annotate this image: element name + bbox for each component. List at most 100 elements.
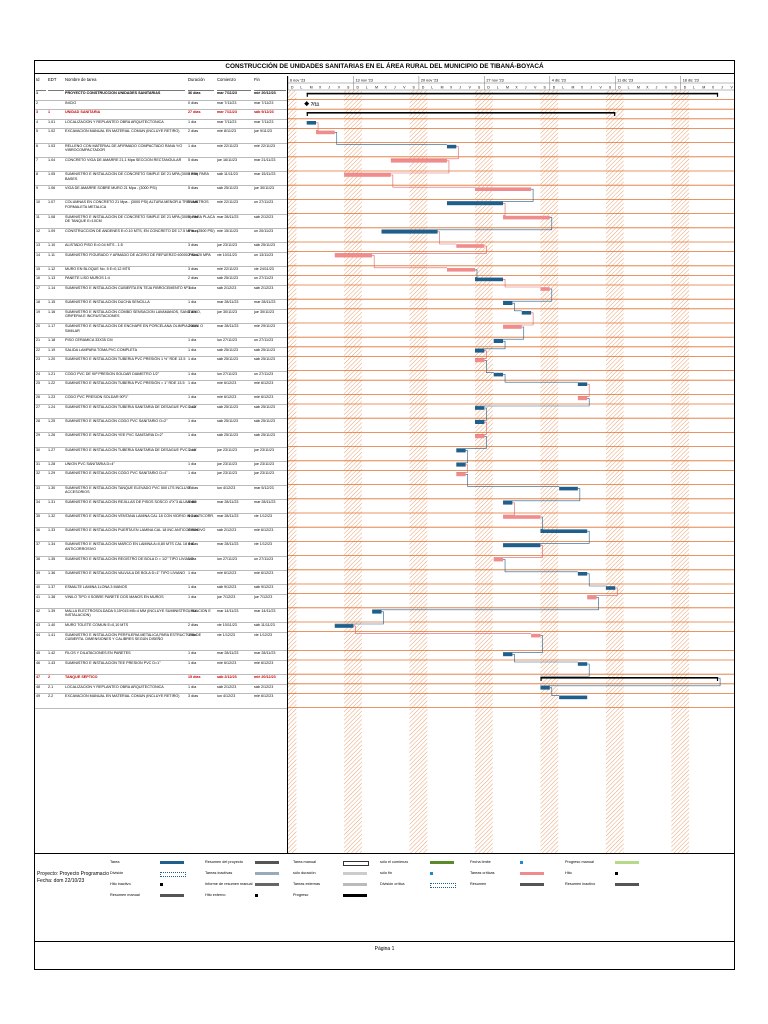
task-wbs: 1.05 <box>48 172 56 176</box>
table-row[interactable]: 7 1.04 CONCRETO VIGA DE AMARRE 21,1 Mpa SE… <box>35 157 287 172</box>
table-row[interactable]: 3 1 UNIDAD SANITARIA 27 días mar 7/11/23 sáb … <box>35 109 287 120</box>
dependency-link <box>475 398 590 407</box>
table-row[interactable]: 6 1.03 RELLENO CON MATERIAL DE AFIRMADO CO… <box>35 143 287 158</box>
task-duration: 5 días <box>188 157 199 162</box>
table-row[interactable]: 17 1.14 SUMINISTRO E INSTALACION CUBIERTA … <box>35 285 287 301</box>
task-id: 24 <box>36 371 41 376</box>
legend-swatch <box>520 872 544 875</box>
table-row[interactable]: 10 1.07 COLUMNAS EN CONCRETO 21 Mpa - (300… <box>35 199 287 215</box>
header-name: Nombre de tarea <box>65 76 185 91</box>
table-row[interactable]: 46 1.43 SUMINISTRO E INSTALACION TEE PRESI… <box>35 660 287 676</box>
table-row[interactable]: 8 1.05 SUMINISTRO E INSTALACION DE CONCRET… <box>35 171 287 187</box>
legend-swatch <box>520 861 523 864</box>
table-row[interactable]: 34 1.31 SUMINISTRO E INSTALACION REJILLAS … <box>35 499 287 514</box>
table-row[interactable]: 42 1.39 MALLA ELECTROSOLDADA 0,15*015 M5=4… <box>35 608 287 623</box>
task-name: VINILO TIPO II SOBRE PAÑETE DOS MANOS EN… <box>65 594 164 599</box>
table-row[interactable]: 26 1.23 CODO PVC PRESION SOLDAR 90º1" 1 día… <box>35 394 287 405</box>
task-duration: 2 días <box>188 485 199 490</box>
table-row[interactable]: 18 1.15 SUMINISTRO E INSTALACION DUCHA SEN… <box>35 299 287 310</box>
task-id: 42 <box>36 608 41 613</box>
task-name: LOCALIZACION Y REPLANTEO OBRA ARQUITECTO… <box>65 684 164 689</box>
table-row[interactable]: 2 INICIO 0 días mar 7/11/23 mar 7/11/23 <box>35 100 287 111</box>
week-label: 6 nov '23 <box>290 79 305 83</box>
table-row[interactable]: 25 1.22 SUMINISTRO E INSTALACION TUBERIA P… <box>35 380 287 396</box>
table-row[interactable]: 1 PROYECTO CONSTRUCCION UNIDADES SANITARI… <box>35 90 287 101</box>
table-row[interactable]: 43 1.40 MURO TOLETE COMUN E=0,10 MTS 2 días… <box>35 622 287 633</box>
dependency-link <box>512 302 522 312</box>
table-row[interactable]: 5 1.02 EXCAVACION MANUAL EN MATERIAL COMUN… <box>35 128 287 144</box>
table-row[interactable]: 21 1.18 PISO CERAMICA 33X35 CM 1 día lun 27/… <box>35 337 287 348</box>
day-label: M <box>637 86 640 90</box>
task-finish: vie 1/12/23 <box>254 514 273 518</box>
table-row[interactable]: 14 1.11 SUMINISTRO FIGURADO Y ARMADO DE AC… <box>35 252 287 267</box>
table-row[interactable]: 9 1.06 VIGA DE AMARRE SOBRE MURO 21 Mpa - … <box>35 185 287 201</box>
task-wbs: 1.25 <box>48 419 56 424</box>
task-wbs: 1.38 <box>48 594 56 599</box>
table-row[interactable]: 32 1.29 SUMINISTRO E INSTALACION CODO PVC … <box>35 470 287 486</box>
week-label: 11 dic '23 <box>617 79 633 83</box>
legend-swatch <box>160 872 186 877</box>
task-start: jue 23/11/23 <box>217 243 238 247</box>
table-row[interactable]: 40 1.37 ESMALTE LAMINA 1LONA 3 MANOS 1 día s… <box>35 584 287 595</box>
task-name: COLUMNAS EN CONCRETO 21 Mpa - (3000 PSI)… <box>65 200 209 209</box>
task-wbs: 1.17 <box>48 324 56 328</box>
task-wbs: 1.28 <box>48 461 56 466</box>
table-row[interactable]: 31 1.28 UNION PVC SANITARIA D=4" 1 día jue 2… <box>35 461 287 472</box>
table-row[interactable]: 23 1.20 SUMINISTRO E INSTALACION TUBERIA P… <box>35 356 287 372</box>
weekend-band <box>615 90 624 853</box>
week-label: 18 dic '23 <box>683 79 699 83</box>
task-duration: 1 día <box>188 143 197 148</box>
table-row[interactable]: 47 2 TANQUE SÉPTICO 15 días sáb 2/12/23 mié 2… <box>35 674 287 685</box>
table-row[interactable]: 15 1.12 MURO EN BLOQUE No. 5 E=0,12 MTS 3 d… <box>35 266 287 277</box>
table-row[interactable]: 20 1.17 SUMINISTRO E INSTALACION DE ENCHAP… <box>35 323 287 339</box>
table-row[interactable]: 36 1.33 SUMINISTRO E INSTALACION PUERTA EN… <box>35 527 287 543</box>
table-row[interactable]: 44 1.41 SUMINISTRO E INSTALACION PERFILERI… <box>35 632 287 652</box>
table-row[interactable]: 29 1.26 SUMINISTRO E INSTALACION YEE PVC S… <box>35 432 287 448</box>
table-row[interactable]: 22 1.19 SALIDA LAMPARA TOMA PVC COMPLETA 1 … <box>35 347 287 358</box>
table-row[interactable]: 49 2.2 EXCAVACION MANUAL EN MATERIAL COMUN… <box>35 693 287 709</box>
critical-task-bar <box>540 287 550 291</box>
table-row[interactable]: 28 1.25 SUMINISTRO E INSTALACION CODO PVC … <box>35 418 287 434</box>
day-label: M <box>375 86 378 90</box>
dependency-link <box>577 383 590 397</box>
task-bar <box>372 610 382 614</box>
task-bar <box>540 529 588 533</box>
table-row[interactable]: 41 1.38 VINILO TIPO II SOBRE PAÑETE DOS MA… <box>35 594 287 609</box>
table-row[interactable]: 35 1.32 SUMINISTRO E INSTALACION VENTANA L… <box>35 513 287 529</box>
table-row[interactable]: 45 1.42 FILOS Y DILATACIONES EN PAÑETES 1 d… <box>35 650 287 661</box>
task-wbs: 1.31 <box>48 499 56 504</box>
task-wbs: 1.30 <box>48 485 56 490</box>
task-start: sáb 2/12/23 <box>217 675 237 680</box>
task-finish: un 27/11/23 <box>254 276 274 281</box>
day-label: J <box>459 86 461 90</box>
table-row[interactable]: 19 1.16 SUMINISTRO E INSTALACION COMBO SEN… <box>35 309 287 324</box>
task-finish: mié 29/11/23 <box>254 324 276 328</box>
table-row[interactable]: 37 1.34 SUMINISTRO E INSTALACION MARCO EN … <box>35 541 287 557</box>
table-row[interactable]: 16 1.13 PANETE LISO MUROS 1:4 2 días sáb 25/… <box>35 275 287 286</box>
task-bar <box>475 277 504 282</box>
task-bar <box>577 382 588 386</box>
task-bar <box>503 301 513 305</box>
task-wbs: 1.12 <box>48 266 56 271</box>
critical-task-bar <box>531 633 541 638</box>
task-finish: jue 30/11/23 <box>254 186 275 191</box>
table-row[interactable]: 48 2.1 LOCALIZACION Y REPLANTEO OBRA ARQUI… <box>35 684 287 695</box>
table-row[interactable]: 27 1.24 SUMINISTRO E INSTALACION TUBERIA S… <box>35 404 287 420</box>
weekend-band <box>353 90 362 853</box>
table-row[interactable]: 12 1.09 CONSTRUCCION DE ANDENES E=0.10 MTS… <box>35 228 287 243</box>
day-label: S <box>674 86 677 90</box>
table-row[interactable]: 24 1.21 CODO PVC DE 90º PRESION SOLDAR DIA… <box>35 371 287 382</box>
legend-label: Progreso manual <box>565 860 594 864</box>
table-row[interactable]: 33 1.30 SUMINISTRO E INSTALACION TANQUE EL… <box>35 485 287 500</box>
table-row[interactable]: 13 1.10 ALISTADO PISO E=0.04 MTS - 1:5 3 dí… <box>35 242 287 253</box>
task-start: sáb 25/11/23 <box>217 405 239 409</box>
table-row[interactable]: 30 1.27 SUMINISTRO E INSTALACION TUBERIA S… <box>35 447 287 462</box>
table-row[interactable]: 4 1.01 LOCALIZACION Y REPLANTEO OBRA ARQUI… <box>35 119 287 130</box>
legend-label: Tareas externas <box>293 882 321 886</box>
table-row[interactable]: 11 1.08 SUMINISTRO E INSTALACION DE CONCRE… <box>35 214 287 229</box>
table-row[interactable]: 39 1.36 SUMINISTRO E INSTALACION VALVULA D… <box>35 570 287 585</box>
table-row[interactable]: 38 1.35 SUMINISTRO E INSTALACION REGISTRO … <box>35 556 287 571</box>
task-name: SUMINISTRO E INSTALACION REGISTRO DE BOL… <box>65 556 194 561</box>
legend-swatch <box>255 894 258 897</box>
task-start: lun 4/12/23 <box>217 485 236 490</box>
